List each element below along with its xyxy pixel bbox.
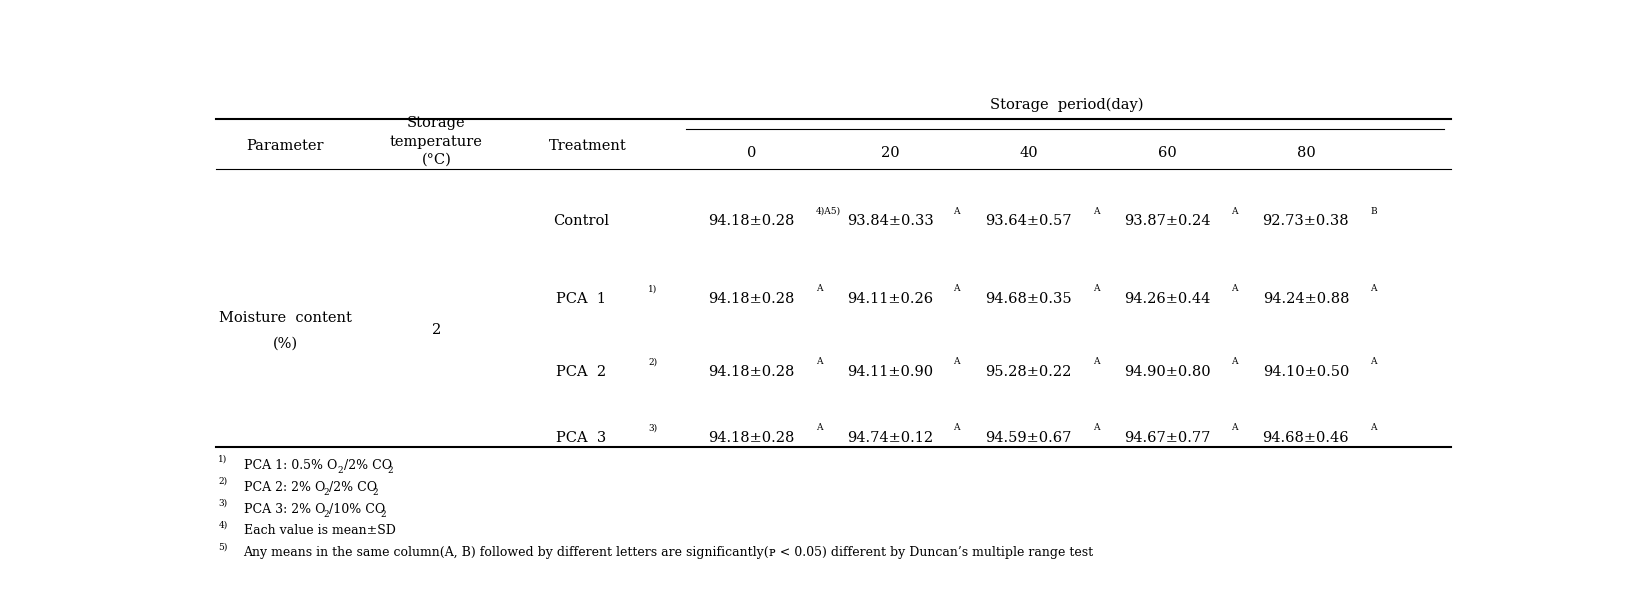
Text: A: A [1231, 423, 1237, 433]
Text: 20: 20 [881, 146, 899, 160]
Text: 2: 2 [338, 466, 343, 475]
Text: 93.87±0.24: 93.87±0.24 [1124, 214, 1210, 229]
Text: (%): (%) [273, 336, 298, 350]
Text: 3): 3) [218, 498, 228, 508]
Text: 1): 1) [218, 455, 228, 464]
Text: 94.10±0.50: 94.10±0.50 [1263, 365, 1350, 379]
Text: PCA 3: 2% O: PCA 3: 2% O [244, 503, 325, 516]
Text: 2: 2 [387, 466, 393, 475]
Text: 80: 80 [1296, 146, 1315, 160]
Text: 94.24±0.88: 94.24±0.88 [1263, 292, 1350, 306]
Text: PCA 2: 2% O: PCA 2: 2% O [244, 481, 325, 494]
Text: 2): 2) [649, 358, 657, 366]
Text: PCA  1: PCA 1 [556, 292, 606, 306]
Text: 94.18±0.28: 94.18±0.28 [709, 431, 795, 445]
Text: A: A [1371, 284, 1377, 294]
Text: A: A [1231, 207, 1237, 216]
Text: A: A [1093, 423, 1099, 433]
Text: 5): 5) [218, 542, 228, 551]
Text: Each value is mean±SD: Each value is mean±SD [244, 525, 395, 538]
Text: Storage
temperature
(°C): Storage temperature (°C) [390, 116, 483, 167]
Text: 4)A5): 4)A5) [816, 207, 841, 216]
Text: 94.18±0.28: 94.18±0.28 [709, 365, 795, 379]
Text: PCA  3: PCA 3 [556, 431, 606, 445]
Text: 94.18±0.28: 94.18±0.28 [709, 214, 795, 229]
Text: 93.84±0.33: 93.84±0.33 [847, 214, 933, 229]
Text: 40: 40 [1020, 146, 1037, 160]
Text: PCA  2: PCA 2 [556, 365, 606, 379]
Text: 3): 3) [649, 423, 657, 433]
Text: A: A [1371, 423, 1377, 433]
Text: /10% CO: /10% CO [330, 503, 385, 516]
Text: 94.59±0.67: 94.59±0.67 [985, 431, 1072, 445]
Text: 94.68±0.46: 94.68±0.46 [1262, 431, 1350, 445]
Text: 2): 2) [218, 477, 228, 486]
Text: Control: Control [553, 214, 610, 229]
Text: A: A [1093, 284, 1099, 294]
Text: PCA 1: 0.5% O: PCA 1: 0.5% O [244, 459, 337, 472]
Text: 94.74±0.12: 94.74±0.12 [847, 431, 933, 445]
Text: A: A [953, 284, 959, 294]
Text: 2: 2 [372, 488, 379, 497]
Text: 94.18±0.28: 94.18±0.28 [709, 292, 795, 306]
Text: 92.73±0.38: 92.73±0.38 [1262, 214, 1350, 229]
Text: A: A [816, 358, 823, 366]
Text: A: A [1371, 358, 1377, 366]
Text: 94.68±0.35: 94.68±0.35 [985, 292, 1072, 306]
Text: 4): 4) [218, 520, 228, 530]
Text: A: A [1093, 207, 1099, 216]
Text: A: A [953, 358, 959, 366]
Text: Treatment: Treatment [548, 139, 626, 153]
Text: 94.26±0.44: 94.26±0.44 [1124, 292, 1210, 306]
Text: 94.11±0.26: 94.11±0.26 [847, 292, 933, 306]
Text: 0: 0 [746, 146, 756, 160]
Text: B: B [1371, 207, 1377, 216]
Text: A: A [816, 423, 823, 433]
Text: Any means in the same column(A, B) followed by different letters are significant: Any means in the same column(A, B) follo… [244, 546, 1094, 559]
Text: /2% CO: /2% CO [330, 481, 377, 494]
Text: 2: 2 [324, 488, 328, 497]
Text: 60: 60 [1158, 146, 1177, 160]
Text: Moisture  content: Moisture content [220, 311, 351, 326]
Text: A: A [953, 423, 959, 433]
Text: 93.64±0.57: 93.64±0.57 [985, 214, 1072, 229]
Text: A: A [1231, 284, 1237, 294]
Text: 95.28±0.22: 95.28±0.22 [985, 365, 1072, 379]
Text: Parameter: Parameter [247, 139, 324, 153]
Text: Storage  period(day): Storage period(day) [990, 98, 1143, 112]
Text: A: A [953, 207, 959, 216]
Text: 2: 2 [380, 510, 385, 519]
Text: 94.11±0.90: 94.11±0.90 [847, 365, 933, 379]
Text: 94.67±0.77: 94.67±0.77 [1124, 431, 1210, 445]
Text: A: A [1093, 358, 1099, 366]
Text: /2% CO: /2% CO [345, 459, 392, 472]
Text: 2: 2 [433, 323, 441, 337]
Text: A: A [1231, 358, 1237, 366]
Text: 94.90±0.80: 94.90±0.80 [1124, 365, 1211, 379]
Text: 2: 2 [324, 510, 328, 519]
Text: A: A [816, 284, 823, 294]
Text: 1): 1) [649, 284, 657, 294]
